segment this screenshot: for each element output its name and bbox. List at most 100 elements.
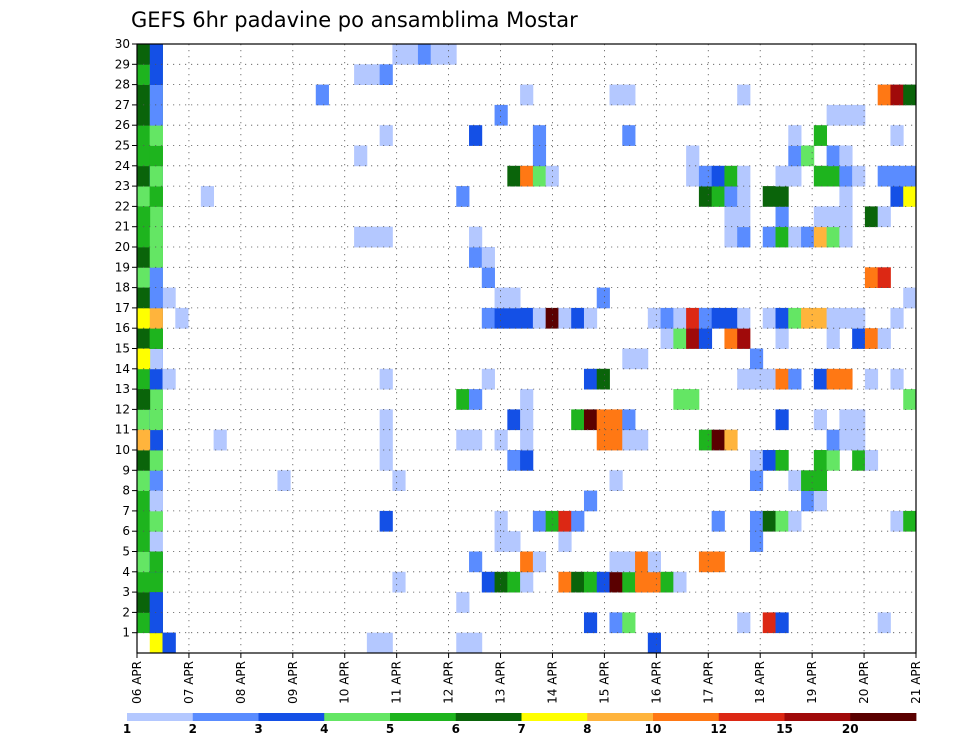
y-tick-label: 20	[115, 240, 130, 254]
heatmap-cell	[162, 632, 176, 654]
heatmap-cell	[405, 44, 419, 65]
y-tick-label: 7	[122, 504, 130, 518]
y-tick-label: 27	[115, 98, 130, 112]
heatmap-cell	[864, 267, 879, 288]
heatmap-cell	[137, 307, 151, 329]
heatmap-cell	[839, 206, 853, 228]
y-tick-label: 8	[122, 484, 130, 498]
heatmap-cell	[494, 571, 508, 593]
heatmap-cell	[673, 328, 687, 349]
x-tick-label: 19 APR	[805, 661, 819, 704]
heatmap-cell	[469, 429, 483, 451]
legend-label: 12	[710, 722, 727, 736]
heatmap-cell	[137, 125, 151, 146]
heatmap-cell	[762, 307, 776, 329]
heatmap-cell	[532, 307, 547, 329]
heatmap-cell	[890, 165, 904, 187]
heatmap-cell	[137, 104, 151, 126]
grid-lines	[137, 44, 916, 653]
heatmap-cell	[469, 226, 483, 248]
heatmap-cell	[622, 612, 636, 634]
x-tick-label: 11 APR	[390, 661, 404, 704]
heatmap-cell	[813, 165, 828, 187]
x-tick-label: 20 APR	[857, 661, 871, 704]
heatmap-cell	[379, 125, 393, 146]
heatmap-cell	[724, 186, 738, 207]
heatmap-cell	[175, 307, 189, 329]
heatmap-cell	[839, 307, 853, 329]
heatmap-cell	[571, 510, 585, 532]
heatmap-cell	[456, 429, 470, 451]
heatmap-cell	[724, 226, 738, 248]
heatmap-cell	[877, 206, 891, 228]
y-tick-label: 1	[122, 626, 130, 640]
heatmap-cell	[162, 287, 176, 309]
heatmap-cell	[903, 510, 917, 532]
heatmap-cell	[762, 612, 776, 634]
heatmap-cell	[583, 409, 598, 431]
legend-swatch	[850, 713, 917, 721]
heatmap-cell	[149, 44, 163, 65]
heatmap-cell	[903, 389, 917, 410]
heatmap-cell	[903, 186, 917, 207]
y-tick-label: 15	[115, 342, 130, 356]
heatmap-cell	[852, 450, 866, 471]
heatmap-cell	[852, 104, 866, 126]
legend-swatch	[455, 713, 522, 721]
heatmap-cell	[698, 165, 713, 187]
heatmap-cell	[596, 409, 610, 431]
heatmap-cell	[775, 612, 789, 634]
heatmap-cell	[813, 409, 828, 431]
heatmap-cell	[520, 389, 534, 410]
heatmap-cell	[826, 307, 840, 329]
heatmap-cell	[788, 125, 802, 146]
heatmap-cell	[622, 125, 636, 146]
heatmap-cell	[571, 571, 585, 593]
heatmap-cell	[532, 145, 547, 167]
heatmap-cell	[775, 409, 789, 431]
heatmap-cell	[456, 186, 470, 207]
heatmap-cell	[137, 510, 151, 532]
heatmap-cell	[813, 368, 828, 390]
heatmap-cell	[724, 429, 738, 451]
x-tick-label: 21 APR	[909, 661, 923, 704]
heatmap-cell	[788, 226, 802, 248]
heatmap-cell	[698, 328, 713, 349]
heatmap-cell	[137, 145, 151, 167]
heatmap-cell	[826, 368, 840, 390]
x-tick-label: 14 APR	[546, 661, 560, 704]
heatmap-cell	[379, 226, 393, 248]
heatmap-cell	[749, 368, 764, 390]
heatmap-cell	[801, 307, 815, 329]
x-tick-label: 13 APR	[494, 661, 508, 704]
heatmap-cell	[762, 226, 776, 248]
heatmap-cell	[826, 104, 840, 126]
heatmap-cells	[137, 44, 917, 654]
heatmap-cell	[737, 328, 751, 349]
heatmap-cell	[162, 368, 176, 390]
heatmap-cell	[596, 368, 610, 390]
heatmap-cell	[494, 429, 508, 451]
y-tick-label: 14	[115, 362, 130, 376]
heatmap-cell	[392, 44, 406, 65]
heatmap-cell	[660, 328, 674, 349]
heatmap-cell	[494, 531, 508, 552]
heatmap-cell	[775, 368, 789, 390]
heatmap-cell	[622, 409, 636, 431]
heatmap-cell	[852, 409, 866, 431]
heatmap-cell	[864, 368, 879, 390]
heatmap-cell	[583, 490, 598, 512]
heatmap-cell	[609, 571, 623, 593]
heatmap-cell	[443, 44, 457, 65]
heatmap-cell	[149, 165, 163, 187]
heatmap-cell	[379, 64, 393, 85]
heatmap-cell	[622, 84, 636, 106]
heatmap-cell	[749, 510, 764, 532]
heatmap-cell	[583, 307, 598, 329]
heatmap-cell	[137, 186, 151, 207]
heatmap-cell	[520, 551, 534, 573]
y-axis: 1234567891011121314151617181920212223242…	[115, 37, 137, 640]
heatmap-cell	[379, 368, 393, 390]
heatmap-cell	[469, 125, 483, 146]
